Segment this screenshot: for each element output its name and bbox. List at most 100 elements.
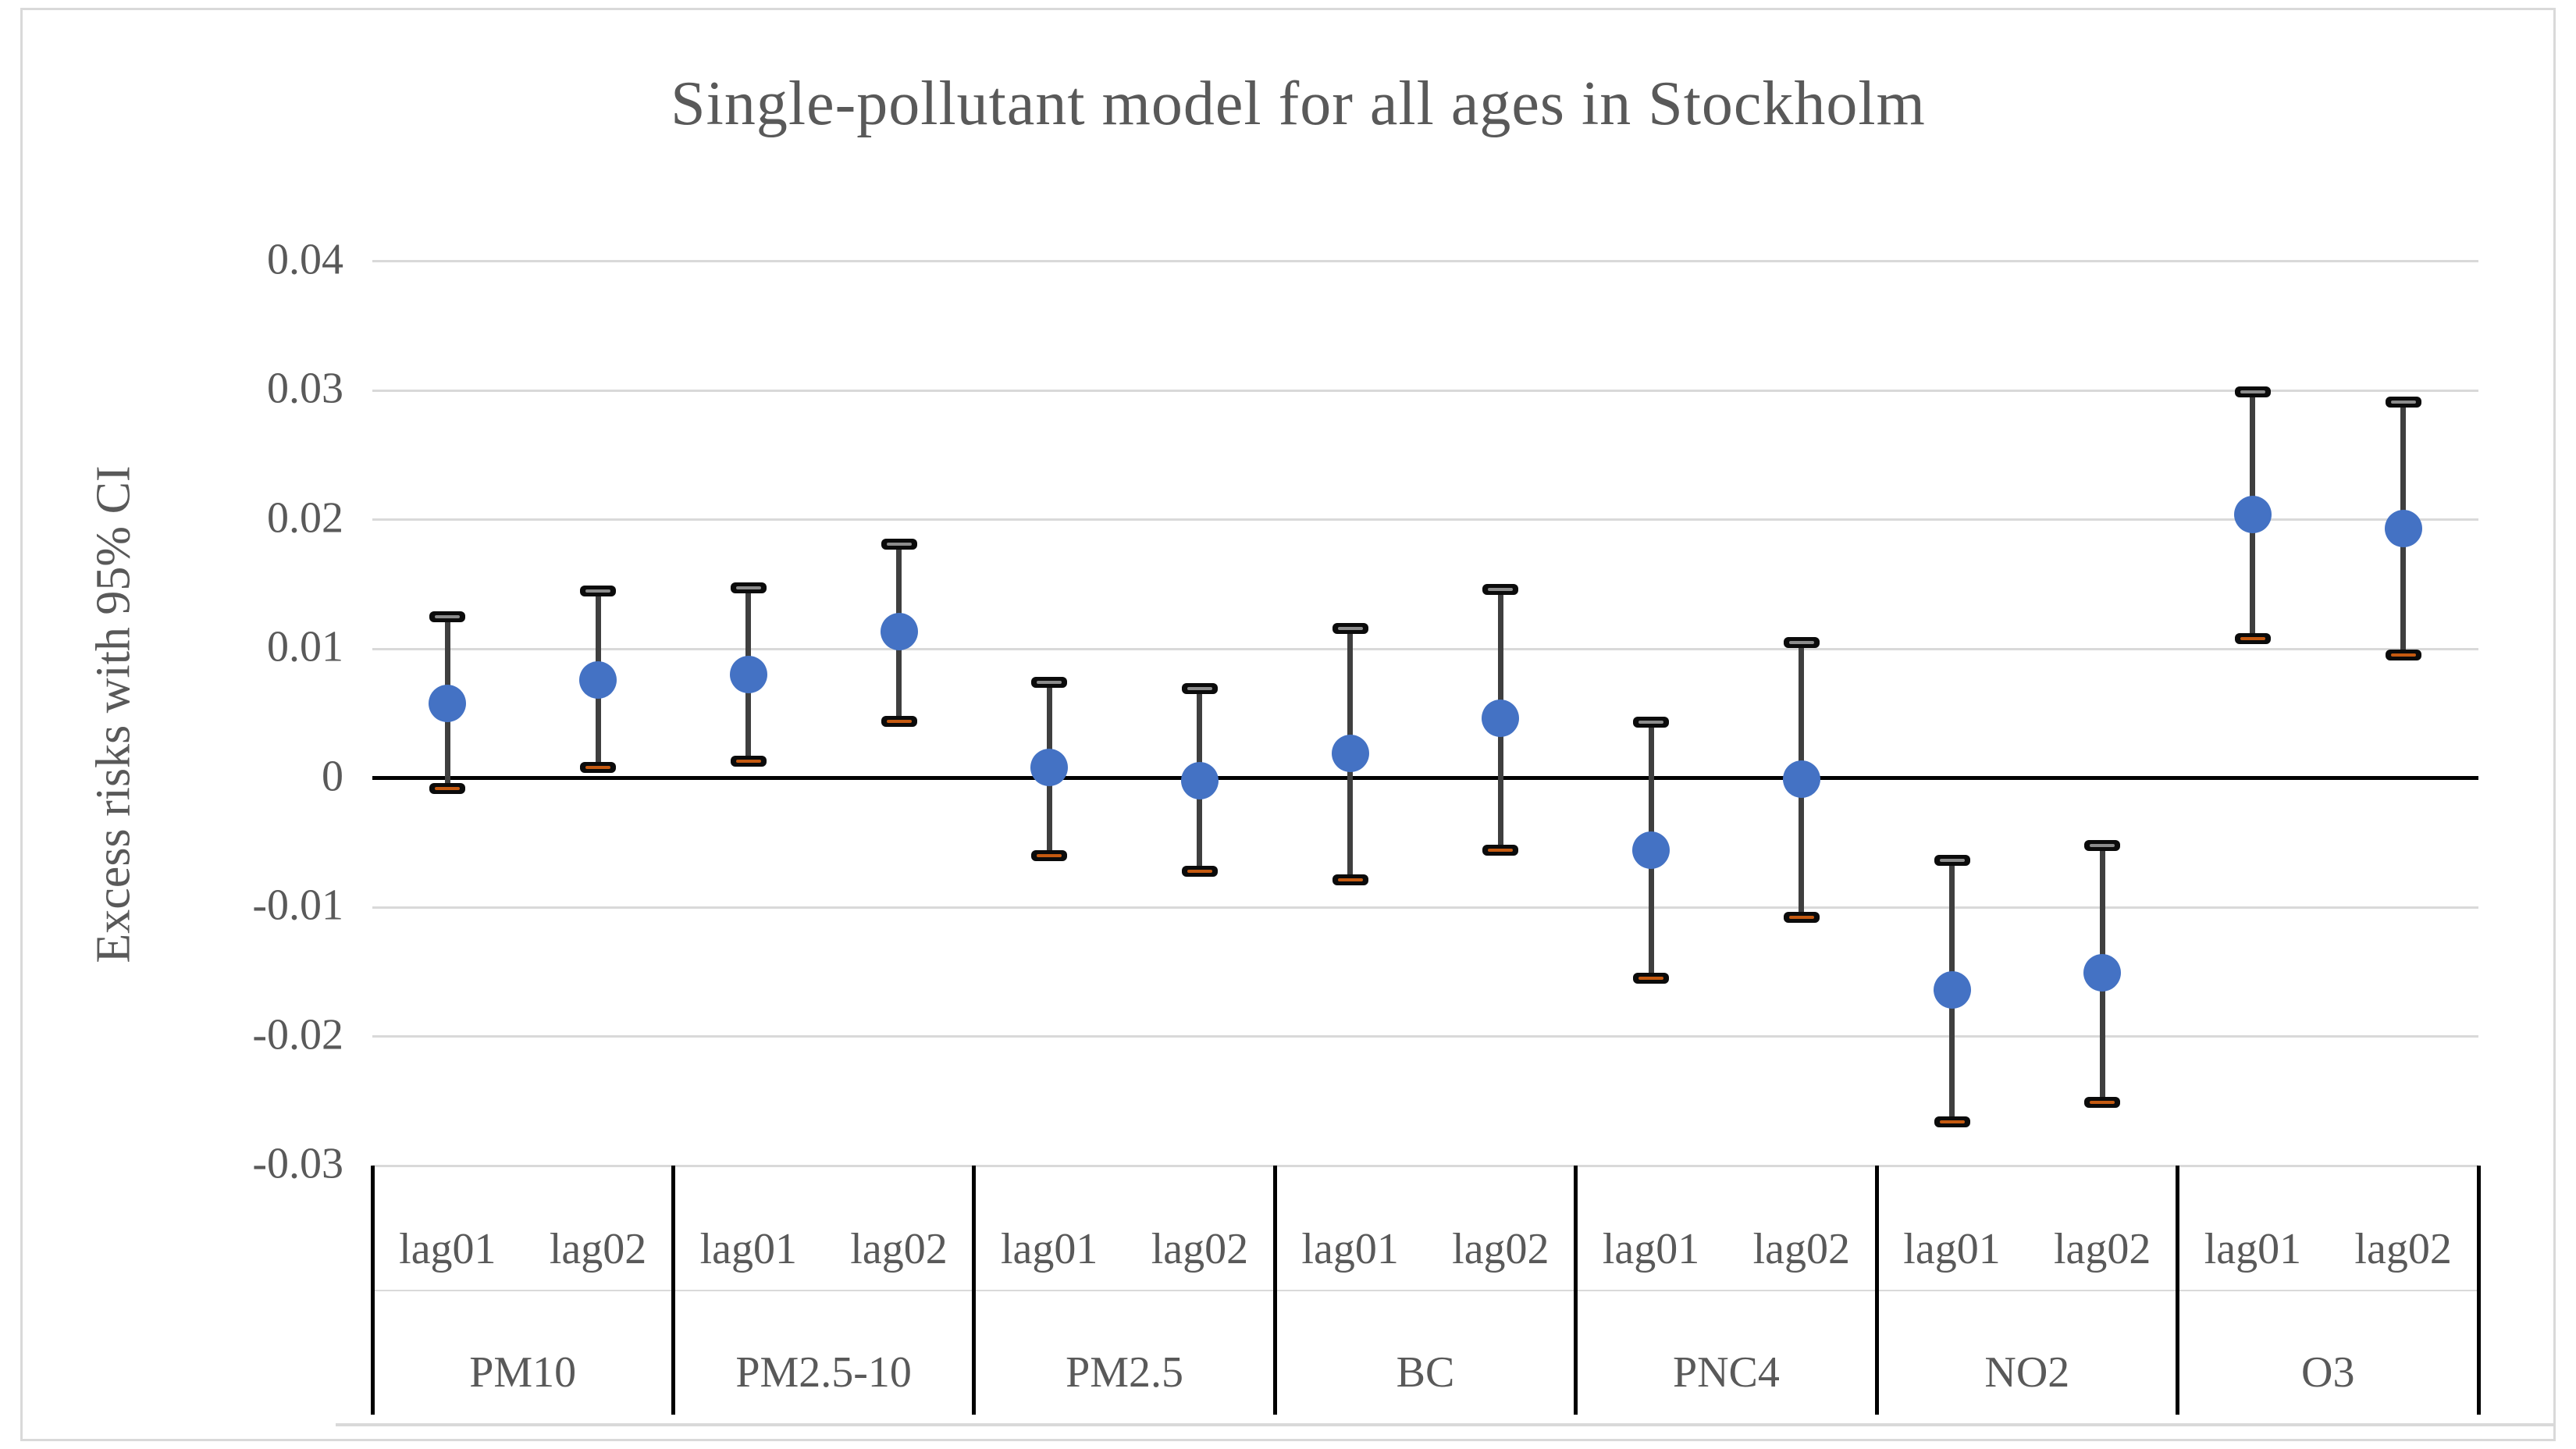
data-point-marker [1180, 761, 1219, 799]
category-table-separator [370, 1166, 375, 1415]
x-axis-lag-label: lag02 [850, 1225, 948, 1273]
ci-low-cap-stripe [1939, 1120, 1965, 1123]
x-axis-group-label: NO2 [1984, 1348, 2070, 1397]
category-table-row-separator [372, 1290, 2478, 1291]
data-point-marker [1030, 749, 1069, 787]
gridline [372, 906, 2478, 909]
ci-high-cap [1934, 855, 1970, 867]
x-axis-lag-label: lag02 [2053, 1225, 2151, 1273]
ci-low-cap [2385, 650, 2421, 661]
ci-high-cap-stripe [1488, 587, 1514, 591]
x-axis-lag-label: lag02 [549, 1225, 647, 1273]
ci-high-cap-stripe [585, 589, 611, 593]
ci-low-cap [1934, 1116, 1970, 1127]
data-point-marker [1782, 760, 1820, 799]
ci-high-cap-stripe [1638, 721, 1664, 724]
x-axis-group-label: BC [1396, 1348, 1455, 1397]
x-axis-lag-label: lag02 [1752, 1225, 1850, 1273]
category-table-separator [2176, 1166, 2180, 1415]
ci-high-cap [1482, 583, 1519, 595]
ci-high-cap [1181, 683, 1218, 695]
y-axis-tick-label: 0.01 [267, 622, 343, 671]
figure-border [20, 8, 2556, 1441]
y-axis-tick-label: 0 [322, 751, 343, 800]
ci-low-cap [1031, 849, 1068, 861]
data-point-marker [880, 613, 918, 651]
y-axis-title: Excess risks with 95% CI [87, 465, 141, 963]
ci-high-cap [881, 538, 917, 550]
x-axis-lag-label: lag01 [699, 1225, 797, 1273]
ci-high-cap [1783, 636, 1820, 648]
ci-high-cap-stripe [1337, 626, 1363, 630]
x-axis-group-label: PM2.5-10 [735, 1348, 912, 1397]
category-table-separator [1874, 1166, 1879, 1415]
ci-low-cap-stripe [1638, 977, 1664, 981]
zero-axis-line [372, 776, 2478, 780]
category-table-separator [1272, 1166, 1277, 1415]
ci-low-cap-stripe [735, 759, 761, 763]
gridline [372, 1035, 2478, 1038]
ci-high-cap-stripe [1939, 859, 1965, 863]
ci-low-cap-stripe [2090, 1100, 2115, 1104]
ci-high-cap [1633, 717, 1670, 728]
ci-low-cap-stripe [2240, 636, 2265, 640]
x-axis-group-label: PM10 [469, 1348, 577, 1397]
ci-low-cap-stripe [886, 719, 912, 723]
ci-low-cap-stripe [585, 766, 611, 770]
data-point-marker [2233, 495, 2272, 533]
ci-low-cap-stripe [1187, 869, 1212, 873]
ci-low-cap [580, 762, 617, 774]
y-axis-tick-label: 0.02 [267, 493, 343, 542]
x-axis-lag-label: lag02 [1151, 1225, 1249, 1273]
x-axis-group-label: PNC4 [1672, 1348, 1780, 1397]
ci-high-cap-stripe [886, 542, 912, 546]
y-axis-tick-label: 0.03 [267, 364, 343, 413]
category-table-separator [2476, 1166, 2481, 1415]
ci-low-cap-stripe [435, 786, 461, 790]
ci-low-cap-stripe [1037, 853, 1062, 857]
data-point-marker [729, 656, 767, 694]
data-point-marker [2083, 954, 2122, 992]
gridline [372, 260, 2478, 262]
ci-high-cap [2234, 386, 2271, 397]
data-point-marker [429, 684, 467, 722]
ci-low-cap-stripe [1337, 878, 1363, 882]
y-axis-tick-label: -0.02 [252, 1009, 343, 1059]
category-table-separator [1574, 1166, 1578, 1415]
chart-title: Single-pollutant model for all ages in S… [671, 69, 1926, 138]
ci-low-cap [730, 755, 767, 767]
ci-high-cap [429, 611, 466, 622]
ci-low-cap [881, 715, 917, 727]
category-table-separator [671, 1166, 675, 1415]
x-axis-group-label: PM2.5 [1066, 1348, 1184, 1397]
ci-high-cap-stripe [735, 586, 761, 590]
ci-high-cap [580, 585, 617, 596]
ci-high-cap [1332, 622, 1368, 634]
gridline [372, 518, 2478, 521]
ci-high-cap-stripe [1037, 681, 1062, 685]
ci-low-cap [2084, 1096, 2121, 1108]
ci-high-cap-stripe [435, 614, 461, 618]
ci-low-cap [1332, 874, 1368, 886]
ci-high-cap-stripe [1788, 640, 1814, 644]
y-axis-tick-label: 0.04 [267, 234, 343, 283]
x-axis-lag-label: lag01 [1602, 1225, 1700, 1273]
ci-high-cap-stripe [1187, 687, 1212, 691]
gridline [372, 647, 2478, 650]
ci-high-cap [2084, 839, 2121, 851]
x-axis-lag-label: lag02 [2354, 1225, 2452, 1273]
ci-high-cap [730, 582, 767, 594]
ci-low-cap-stripe [1788, 916, 1814, 920]
ci-low-cap [1482, 845, 1519, 856]
data-point-marker [1933, 970, 1971, 1009]
axis-bottom-line [336, 1423, 2555, 1426]
ci-low-cap [1181, 865, 1218, 877]
data-point-marker [2384, 510, 2422, 548]
data-point-marker [1632, 831, 1670, 870]
ci-low-cap [1783, 912, 1820, 924]
y-axis-tick-label: -0.03 [252, 1139, 343, 1188]
gridline [372, 389, 2478, 392]
data-point-marker [579, 660, 617, 699]
category-table-separator [972, 1166, 977, 1415]
